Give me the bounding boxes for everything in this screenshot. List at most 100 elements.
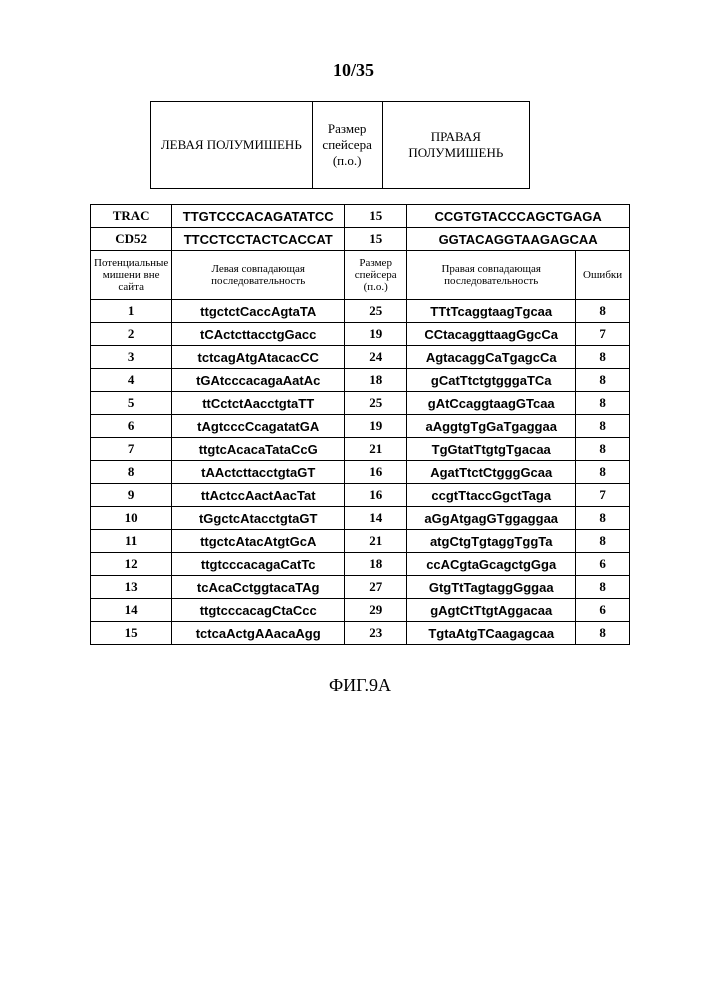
right-seq: TgGtatTtgtgTgacaa: [407, 438, 576, 461]
error-count: 8: [576, 530, 630, 553]
error-count: 8: [576, 576, 630, 599]
error-count: 7: [576, 484, 630, 507]
table-row: 12ttgtcccacagaCatTc18ccACgtaGcagctgGga6: [91, 553, 630, 576]
spacer-val: 16: [345, 461, 407, 484]
error-count: 6: [576, 599, 630, 622]
left-seq: tAgtcccCcagatatGA: [172, 415, 345, 438]
spacer-val: 25: [345, 392, 407, 415]
left-seq: ttgtcccacagCtaCcc: [172, 599, 345, 622]
right-seq: TTtTcaggtaagTgcaa: [407, 300, 576, 323]
row-num: 15: [91, 622, 172, 645]
table-row: 15tctcaActgAAacaAgg23TgtaAtgTCaagagcaa8: [91, 622, 630, 645]
row-num: 12: [91, 553, 172, 576]
table-container: ЛЕВАЯ ПОЛУМИШЕНЬ Размер спейсера (п.о.) …: [90, 101, 630, 696]
row-num: 13: [91, 576, 172, 599]
left-seq: ttActccAactAacTat: [172, 484, 345, 507]
row-num: 9: [91, 484, 172, 507]
error-count: 7: [576, 323, 630, 346]
subhead-left: Левая совпадающая последовательность: [172, 251, 345, 300]
left-seq: ttCctctAacctgtaTT: [172, 392, 345, 415]
error-count: 8: [576, 300, 630, 323]
error-count: 8: [576, 507, 630, 530]
row-num: 1: [91, 300, 172, 323]
spacer-val: 14: [345, 507, 407, 530]
table-row: 8tAActcttacctgtaGT16AgatTtctCtgggGcaa8: [91, 461, 630, 484]
table-row: 4tGAtcccacagaAatAc18gCatTtctgtgggaTCa8: [91, 369, 630, 392]
error-count: 8: [576, 392, 630, 415]
page-number: 10/35: [0, 0, 707, 101]
table-row: 1ttgctctCaccAgtaTA25TTtTcaggtaagTgcaa8: [91, 300, 630, 323]
ref-id: CD52: [91, 228, 172, 251]
table-row: 2tCActcttacctgGacc19CCtacaggttaagGgcCa7: [91, 323, 630, 346]
error-count: 8: [576, 369, 630, 392]
right-seq: gCatTtctgtgggaTCa: [407, 369, 576, 392]
left-seq: ttgctctCaccAgtaTA: [172, 300, 345, 323]
right-seq: CCtacaggttaagGgcCa: [407, 323, 576, 346]
spacer-val: 27: [345, 576, 407, 599]
right-seq: gAtCcaggtaagGTcaa: [407, 392, 576, 415]
row-num: 10: [91, 507, 172, 530]
left-seq: ttgtcAcacaTataCcG: [172, 438, 345, 461]
spacer-val: 25: [345, 300, 407, 323]
row-num: 5: [91, 392, 172, 415]
row-num: 4: [91, 369, 172, 392]
table-row: TRAC TTGTCCCACAGATATCC 15 CCGTGTACCCAGCT…: [91, 205, 630, 228]
header-row: ЛЕВАЯ ПОЛУМИШЕНЬ Размер спейсера (п.о.) …: [151, 102, 530, 189]
ref-id: TRAC: [91, 205, 172, 228]
header-right: ПРАВАЯ ПОЛУМИШЕНЬ: [382, 102, 529, 189]
error-count: 8: [576, 438, 630, 461]
right-seq: AgtacaggCaTgagcCa: [407, 346, 576, 369]
left-seq: tctcagAtgAtacacCC: [172, 346, 345, 369]
row-num: 7: [91, 438, 172, 461]
spacer-val: 16: [345, 484, 407, 507]
left-seq: tGAtcccacagaAatAc: [172, 369, 345, 392]
spacer-val: 19: [345, 415, 407, 438]
left-seq: TTCCTCCTACTCACCAT: [172, 228, 345, 251]
spacer-val: 18: [345, 553, 407, 576]
table-row: 14ttgtcccacagCtaCcc29gAgtCtTtgtAggacaa6: [91, 599, 630, 622]
right-seq: ccACgtaGcagctgGga: [407, 553, 576, 576]
spacer-val: 24: [345, 346, 407, 369]
table-row: CD52 TTCCTCCTACTCACCAT 15 GGTACAGGTAAGAG…: [91, 228, 630, 251]
left-seq: tCActcttacctgGacc: [172, 323, 345, 346]
figure-caption: ФИГ.9A: [90, 675, 630, 696]
table-row: 9ttActccAactAacTat16ccgtTtaccGgctTaga7: [91, 484, 630, 507]
left-seq: tcAcaCctggtacaTAg: [172, 576, 345, 599]
main-data-table: TRAC TTGTCCCACAGATATCC 15 CCGTGTACCCAGCT…: [90, 204, 630, 645]
spacer-val: 18: [345, 369, 407, 392]
error-count: 6: [576, 553, 630, 576]
right-seq: GGTACAGGTAAGAGCAA: [407, 228, 630, 251]
table-row: 11ttgctcAtacAtgtGcA21atgCtgTgtaggTggTa8: [91, 530, 630, 553]
row-num: 6: [91, 415, 172, 438]
left-seq: ttgtcccacagaCatTc: [172, 553, 345, 576]
right-seq: atgCtgTgtaggTggTa: [407, 530, 576, 553]
table-row: 7ttgtcAcacaTataCcG21TgGtatTtgtgTgacaa8: [91, 438, 630, 461]
right-seq: GtgTtTagtaggGggaa: [407, 576, 576, 599]
right-seq: aGgAtgagGTggaggaa: [407, 507, 576, 530]
header-spacer: Размер спейсера (п.о.): [312, 102, 382, 189]
header-left: ЛЕВАЯ ПОЛУМИШЕНЬ: [151, 102, 313, 189]
table-row: 6tAgtcccCcagatatGA19aAggtgTgGaTgaggaa8: [91, 415, 630, 438]
header-table: ЛЕВАЯ ПОЛУМИШЕНЬ Размер спейсера (п.о.) …: [150, 101, 530, 189]
right-seq: gAgtCtTtgtAggacaa: [407, 599, 576, 622]
right-seq: CCGTGTACCCAGCTGAGA: [407, 205, 630, 228]
spacer-val: 21: [345, 438, 407, 461]
row-num: 11: [91, 530, 172, 553]
spacer-val: 15: [345, 228, 407, 251]
subhead-right: Правая совпадающая последовательность: [407, 251, 576, 300]
right-seq: TgtaAtgTCaagagcaa: [407, 622, 576, 645]
right-seq: ccgtTtaccGgctTaga: [407, 484, 576, 507]
sub-header-row: Потенциальные мишени вне сайта Левая сов…: [91, 251, 630, 300]
right-seq: aAggtgTgGaTgaggaa: [407, 415, 576, 438]
error-count: 8: [576, 622, 630, 645]
table-row: 13tcAcaCctggtacaTAg27GtgTtTagtaggGggaa8: [91, 576, 630, 599]
left-seq: tAActcttacctgtaGT: [172, 461, 345, 484]
row-num: 2: [91, 323, 172, 346]
row-num: 14: [91, 599, 172, 622]
error-count: 8: [576, 346, 630, 369]
right-seq: AgatTtctCtgggGcaa: [407, 461, 576, 484]
spacer-val: 29: [345, 599, 407, 622]
error-count: 8: [576, 415, 630, 438]
table-row: 3tctcagAtgAtacacCC24AgtacaggCaTgagcCa8: [91, 346, 630, 369]
table-row: 5ttCctctAacctgtaTT25gAtCcaggtaagGTcaa8: [91, 392, 630, 415]
